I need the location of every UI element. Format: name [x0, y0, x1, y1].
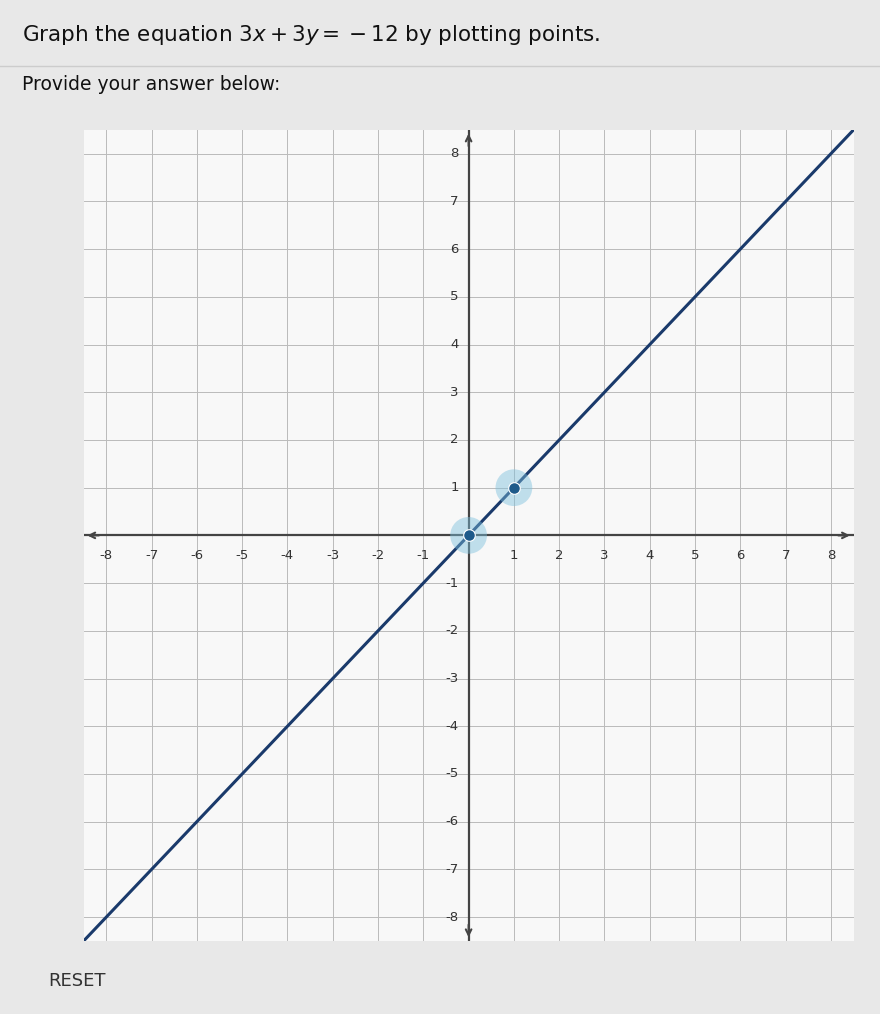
Point: [462, 527, 476, 544]
Text: 2: 2: [555, 549, 563, 562]
Text: 1: 1: [510, 549, 518, 562]
Text: 1: 1: [451, 482, 458, 494]
Text: -3: -3: [326, 549, 340, 562]
Point: [462, 527, 476, 544]
Text: 6: 6: [451, 242, 458, 256]
Text: 7: 7: [451, 195, 458, 208]
Text: -8: -8: [445, 911, 458, 924]
Text: 3: 3: [451, 385, 458, 399]
Text: -4: -4: [445, 720, 458, 733]
Text: 4: 4: [646, 549, 654, 562]
Text: -2: -2: [445, 625, 458, 638]
Text: 6: 6: [737, 549, 744, 562]
Text: 5: 5: [451, 290, 458, 303]
Text: 3: 3: [600, 549, 609, 562]
Point: [507, 480, 521, 496]
Point: [507, 480, 521, 496]
Text: -6: -6: [445, 815, 458, 828]
Text: -1: -1: [417, 549, 430, 562]
Text: -4: -4: [281, 549, 294, 562]
Text: -3: -3: [445, 672, 458, 685]
Text: 8: 8: [827, 549, 835, 562]
Text: -1: -1: [445, 577, 458, 589]
Text: 8: 8: [451, 147, 458, 160]
Text: 5: 5: [691, 549, 700, 562]
Text: -5: -5: [236, 549, 249, 562]
Text: -7: -7: [145, 549, 158, 562]
Text: -8: -8: [99, 549, 113, 562]
Text: -6: -6: [190, 549, 203, 562]
Text: Graph the equation $3x + 3y = -12$ by plotting points.: Graph the equation $3x + 3y = -12$ by pl…: [22, 23, 600, 48]
Text: 7: 7: [781, 549, 790, 562]
Text: -5: -5: [445, 768, 458, 781]
Text: -2: -2: [371, 549, 385, 562]
Text: Provide your answer below:: Provide your answer below:: [22, 74, 281, 93]
Text: -7: -7: [445, 863, 458, 876]
Text: RESET: RESET: [48, 972, 106, 990]
Text: 2: 2: [451, 433, 458, 446]
Text: 4: 4: [451, 338, 458, 351]
